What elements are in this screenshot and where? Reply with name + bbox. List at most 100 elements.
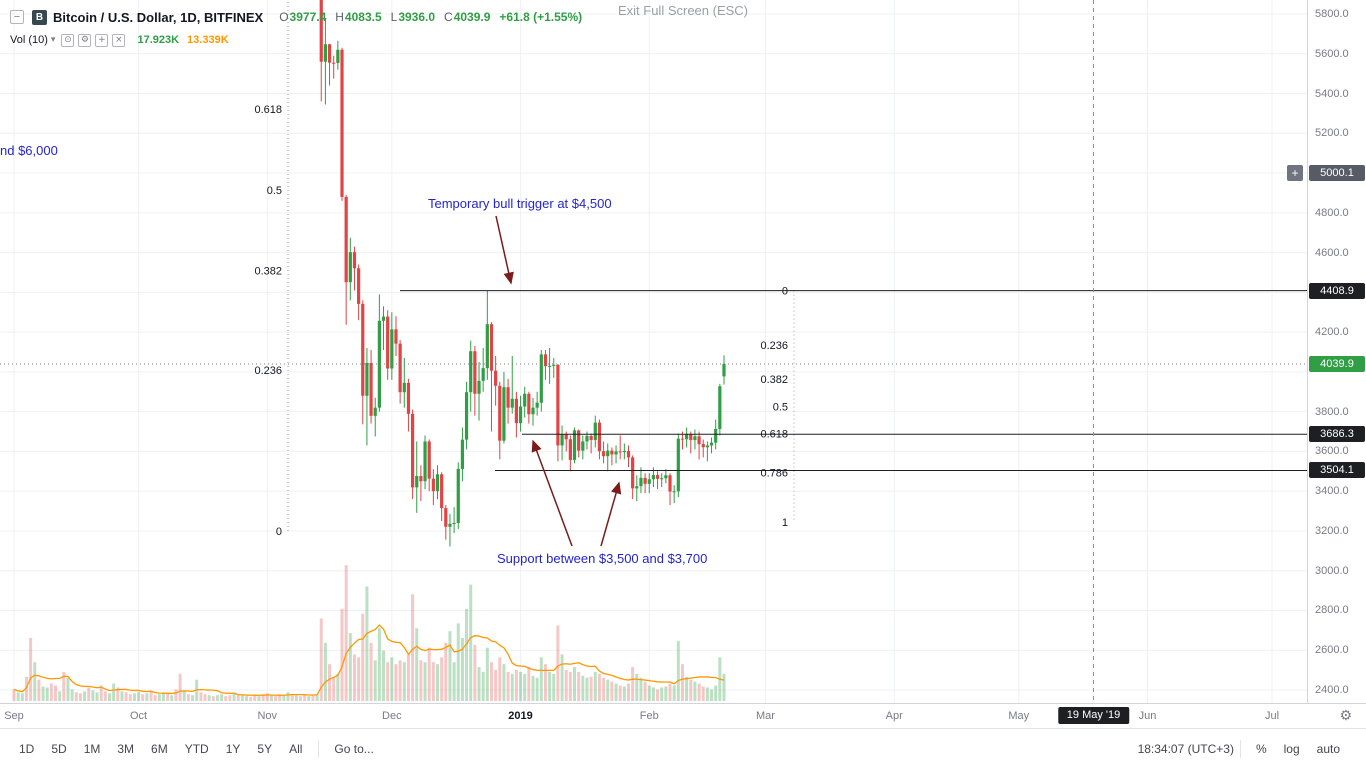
price-axis[interactable]: 2400.0 2600.0 2800.0 3000.0 3200.0 3400.0 3600…	[1307, 0, 1366, 703]
fib-level-label: 0.236	[254, 365, 282, 377]
fib-level-label: 0.786	[760, 467, 788, 479]
price-axis-label: 3000.0	[1315, 564, 1349, 577]
study-legend-row: Vol (10) ▾ ⊙ ⚙ + × 17.923K 13.339K	[10, 31, 591, 49]
price-axis-label: 5600.0	[1315, 47, 1349, 60]
fib-level-label: 0	[276, 526, 282, 538]
volume-study-label[interactable]: Vol (10)	[10, 34, 48, 46]
grid-layer	[0, 0, 1307, 703]
annotation-left-clipped[interactable]: nd $6,000	[0, 143, 58, 158]
price-axis-label: 4800.0	[1315, 206, 1349, 219]
ohlc-letter: L	[390, 10, 398, 24]
collapse-legend-button[interactable]: −	[10, 10, 24, 24]
alert-price-tag[interactable]: 5000.1	[1309, 165, 1365, 182]
price-axis-label: 2400.0	[1315, 684, 1349, 696]
fib-level-label: 0.236	[760, 340, 788, 352]
add-alert-plus-button[interactable]: +	[1287, 165, 1303, 182]
annotation-arrow[interactable]	[495, 215, 514, 285]
chart-region: 0.786 0.618 0.5 0.382 0.236 0 0 0.236 0.382 0.5 0.…	[0, 0, 1307, 703]
time-axis-label: Jun	[1138, 710, 1157, 722]
chart-legend: − B Bitcoin / U.S. Dollar, 1D, BITFINEX …	[10, 6, 591, 49]
time-axis-label: Dec	[382, 710, 402, 722]
time-axis-label: Apr	[885, 710, 903, 722]
symbol-title[interactable]: Bitcoin / U.S. Dollar, 1D, BITFINEX	[53, 9, 264, 25]
date-marker-badge[interactable]: 19 May '19	[1057, 707, 1130, 724]
annotation-arrow[interactable]	[600, 481, 622, 547]
ohlc-value: +61.8 (+1.55%)	[499, 10, 583, 24]
ray-price-tag[interactable]: 3686.3	[1309, 426, 1365, 443]
ohlc-letter: C	[444, 10, 453, 24]
axis-settings-gear-icon[interactable]: ⚙	[1339, 708, 1352, 724]
price-axis-label: 3800.0	[1315, 405, 1349, 418]
time-axis-label: Feb	[639, 710, 659, 722]
price-axis-label: 2800.0	[1315, 604, 1349, 617]
fib-level-label: 0	[782, 286, 788, 298]
scale-buttons: % log auto	[1251, 738, 1352, 760]
annotation-text: Support between $3,500 and $3,700	[497, 551, 708, 566]
time-axis-label: Oct	[129, 710, 148, 722]
annotation-text: nd $6,000	[0, 143, 58, 158]
annotation-text: Temporary bull trigger at $4,500	[428, 196, 612, 211]
study-action-icons: ⊙ ⚙ + ×	[61, 33, 129, 47]
range-button-ytd[interactable]: YTD	[184, 741, 209, 756]
time-axis-label: Nov	[257, 710, 278, 722]
annotation-arrow[interactable]	[531, 439, 573, 547]
ray-price-tag[interactable]: 3504.1	[1309, 462, 1365, 479]
candles-layer	[319, 0, 726, 547]
range-button-all[interactable]: All	[289, 741, 303, 756]
time-axis-label: 2019	[508, 710, 533, 722]
range-button-1m[interactable]: 1M	[83, 741, 101, 756]
scale-button-percent[interactable]: %	[1255, 741, 1267, 756]
ray-price-tag[interactable]: 4408.9	[1309, 282, 1365, 299]
price-axis-label: 5400.0	[1315, 87, 1349, 100]
price-axis-label: 3400.0	[1315, 485, 1349, 498]
bottom-toolbar: 1D 5D 1M 3M 6M YTD 1Y 5Y All Go to... 18:34:07 (…	[0, 728, 1366, 768]
ohlc-letter: O	[279, 10, 289, 24]
toolbar-divider	[318, 739, 320, 758]
exit-fullscreen-tooltip: Exit Full Screen (ESC)	[617, 3, 749, 18]
settings-gear-icon[interactable]: ⚙	[78, 33, 92, 47]
ohlc-value: 3936.0	[398, 10, 436, 24]
fib-level-label: 1	[782, 517, 788, 529]
fib-level-label: 0.618	[254, 104, 282, 116]
current-price-tag: 4039.9	[1309, 355, 1365, 372]
visibility-icon[interactable]: ⊙	[61, 33, 75, 47]
ohlc-value: 3977.4	[289, 10, 327, 24]
ohlc-letter: H	[335, 10, 344, 24]
scale-button-log[interactable]: log	[1283, 741, 1300, 756]
range-buttons: 1D 5D 1M 3M 6M YTD 1Y 5Y All	[14, 738, 314, 760]
chevron-down-icon[interactable]: ▾	[50, 35, 56, 45]
annotation-support[interactable]: Support between $3,500 and $3,700	[497, 551, 707, 566]
volume-layer	[12, 565, 726, 701]
fib-level-label: 0.5	[267, 185, 282, 197]
time-axis[interactable]: 19 May '19 ⚙ Sep Oct Nov Dec 2019 Feb Mar Apr Ma…	[0, 703, 1366, 728]
ohlc-value: 4039.9	[453, 10, 491, 24]
price-axis-label: 2600.0	[1315, 644, 1349, 657]
toolbar-right-group: 18:34:07 (UTC+3) % log auto	[1136, 738, 1352, 760]
clock-label[interactable]: 18:34:07 (UTC+3)	[1137, 741, 1234, 756]
price-axis-label: 3200.0	[1315, 524, 1349, 537]
fib-level-label: 0.786	[254, 0, 282, 2]
close-icon[interactable]: ×	[112, 33, 126, 47]
scale-button-auto[interactable]: auto	[1316, 741, 1340, 756]
range-button-1y[interactable]: 1Y	[225, 741, 241, 756]
range-button-5y[interactable]: 5Y	[257, 741, 273, 756]
fib-level-label: 0.5	[773, 401, 788, 413]
range-button-3m[interactable]: 3M	[117, 741, 135, 756]
time-axis-label: Jul	[1265, 710, 1280, 722]
annotation-bull-trigger[interactable]: Temporary bull trigger at $4,500	[428, 196, 612, 211]
go-to-date-button[interactable]: Go to...	[334, 741, 374, 756]
ohlc-readout: O 3977.4 H 4083.5 L 3936.0 C 4039.9 +61.8 (+1.55…	[279, 10, 591, 24]
range-button-1d[interactable]: 1D	[19, 741, 35, 756]
fib-level-label: 0.618	[760, 429, 788, 441]
range-button-6m[interactable]: 6M	[151, 741, 168, 756]
time-axis-label: Mar	[756, 710, 775, 722]
price-axis-label: 3600.0	[1315, 445, 1349, 458]
add-icon[interactable]: +	[95, 33, 109, 47]
volume-ma-line	[13, 624, 725, 696]
volume-value: 17.923K	[137, 34, 180, 46]
price-axis-label: 4200.0	[1315, 326, 1349, 339]
range-button-5d[interactable]: 5D	[51, 741, 67, 756]
price-chart[interactable]: 0.786 0.618 0.5 0.382 0.236 0 0 0.236 0.382 0.5 0.…	[0, 0, 1307, 703]
symbol-legend-row: − B Bitcoin / U.S. Dollar, 1D, BITFINEX …	[10, 6, 591, 28]
